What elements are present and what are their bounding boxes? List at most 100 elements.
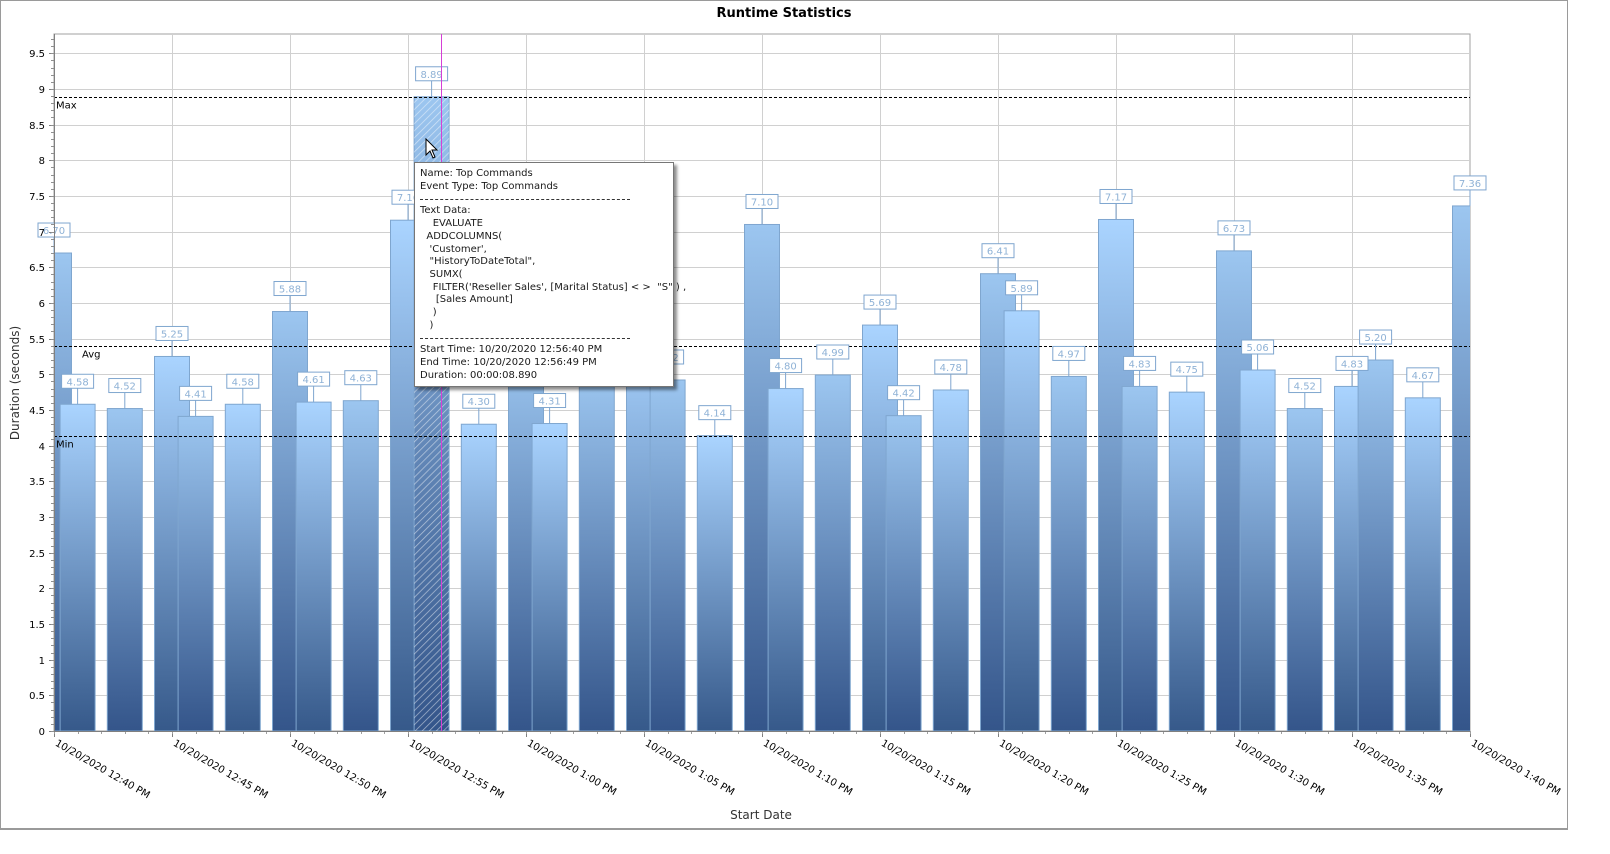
data-label: 4.14 — [704, 409, 726, 420]
bar — [531, 423, 568, 731]
x-tick-label: 10/20/2020 1:20 PM — [997, 738, 1090, 798]
ref-label-avg: Avg — [82, 350, 101, 361]
data-label: 7.10 — [751, 197, 773, 208]
mouse-pointer-icon — [425, 138, 439, 159]
y-tick-label: 5 — [39, 370, 45, 381]
bar — [578, 373, 615, 731]
x-tick-label: 10/20/2020 1:05 PM — [643, 738, 736, 798]
bar — [1452, 205, 1470, 731]
data-label: 8.89 — [420, 70, 442, 81]
data-label-box — [1170, 361, 1204, 377]
data-label-box — [61, 373, 95, 389]
data-label-box — [934, 359, 968, 375]
bar — [1003, 310, 1040, 731]
y-tick-label: 3.5 — [29, 477, 45, 488]
data-label: 5.69 — [869, 298, 891, 309]
bar — [1239, 369, 1276, 731]
chart-title: Runtime Statistics — [716, 6, 852, 21]
data-label-box — [1241, 339, 1275, 355]
bar — [932, 389, 969, 731]
x-tick-label: 10/20/2020 1:30 PM — [1233, 738, 1326, 798]
y-tick-label: 9.5 — [29, 49, 45, 60]
data-label: 7.17 — [1105, 192, 1127, 203]
x-axis-title: Start Date — [730, 808, 792, 822]
reference-lines: Max Avg Min — [54, 97, 1470, 451]
data-label: 4.30 — [468, 397, 490, 408]
data-label: 6.73 — [1223, 224, 1245, 235]
bar — [59, 403, 96, 731]
data-label: 4.99 — [822, 348, 844, 359]
y-tick-label: 1 — [39, 656, 45, 667]
data-label-box — [1123, 355, 1157, 371]
x-tick-label: 10/20/2020 12:40 PM — [53, 738, 152, 801]
data-label: 4.41 — [184, 389, 206, 400]
y-tick-label: 8 — [39, 156, 45, 167]
data-label-box — [887, 385, 921, 401]
y-tick-label: 3 — [39, 513, 45, 524]
bar — [295, 401, 332, 731]
bar — [106, 408, 143, 731]
data-label-box — [698, 405, 732, 421]
data-label: 4.83 — [1128, 359, 1150, 370]
bar — [177, 415, 214, 731]
tooltip-text-data-line: SUMX( — [420, 268, 463, 280]
y-tick-label: 7.5 — [29, 192, 45, 203]
x-tick-label: 10/20/2020 1:40 PM — [1469, 738, 1562, 798]
bar — [814, 374, 851, 731]
y-tick-label: 9 — [39, 85, 45, 96]
x-tick-label: 10/20/2020 1:00 PM — [525, 738, 618, 798]
data-label: 4.42 — [892, 389, 914, 400]
data-label-box — [179, 385, 213, 401]
data-label: 4.61 — [302, 375, 324, 386]
data-label: 5.20 — [1364, 333, 1386, 344]
y-tick-label: 0 — [39, 727, 45, 738]
data-label-box — [1359, 329, 1393, 345]
bar — [1168, 391, 1205, 731]
data-label-box — [769, 358, 803, 374]
y-tick-label: 8.5 — [29, 121, 45, 132]
data-label: 4.63 — [350, 374, 372, 385]
tooltip-separator — [420, 199, 630, 201]
bar — [1404, 397, 1441, 731]
bar — [1286, 408, 1323, 731]
data-label-box — [816, 344, 850, 360]
data-label-box — [533, 393, 567, 409]
bar — [767, 388, 804, 731]
tooltip-text-data-line: ) — [420, 307, 437, 319]
data-label-box — [1052, 345, 1086, 361]
data-label-box — [1099, 188, 1133, 204]
y-tick-label: 0.5 — [29, 691, 45, 702]
data-label-box — [226, 373, 260, 389]
ref-label-min: Min — [56, 440, 74, 451]
tooltip-event-type: Event Type: Top Commands — [420, 180, 559, 192]
x-tick-label: 10/20/2020 1:35 PM — [1351, 738, 1444, 798]
data-label: 4.52 — [1294, 382, 1316, 393]
data-label-box — [981, 243, 1015, 259]
bar — [460, 423, 497, 731]
data-label: 4.58 — [232, 377, 254, 388]
tooltip-text-data-line: ADDCOLUMNS( — [420, 230, 503, 242]
data-label: 5.88 — [279, 285, 301, 296]
tooltip-text-data-heading: Text Data: — [420, 205, 471, 217]
x-tick-label: 10/20/2020 12:45 PM — [171, 738, 270, 801]
data-label-box — [1453, 175, 1487, 191]
data-label-box — [863, 294, 897, 310]
data-label: 7.36 — [1459, 179, 1481, 190]
data-label: 6.41 — [987, 247, 1009, 258]
tooltip-text-data-line: "HistoryToDateTotal", — [420, 256, 536, 268]
y-tick-label: 6.5 — [29, 263, 45, 274]
tooltip-text-data-line: [Sales Amount] — [420, 294, 513, 306]
data-label-box — [1406, 367, 1440, 383]
data-label: 4.67 — [1412, 371, 1434, 382]
data-label: 4.97 — [1058, 349, 1080, 360]
x-tick-label: 10/20/2020 1:15 PM — [879, 738, 972, 798]
data-label-box — [108, 378, 142, 394]
y-tick-label: 4.5 — [29, 406, 45, 417]
tooltip-duration: Duration: 00:00:08.890 — [420, 369, 538, 381]
bar — [224, 403, 261, 731]
y-tick-label: 1.5 — [29, 620, 45, 631]
data-label: 4.75 — [1176, 365, 1198, 376]
data-label-box — [1288, 378, 1322, 394]
data-label-box — [1005, 280, 1039, 296]
